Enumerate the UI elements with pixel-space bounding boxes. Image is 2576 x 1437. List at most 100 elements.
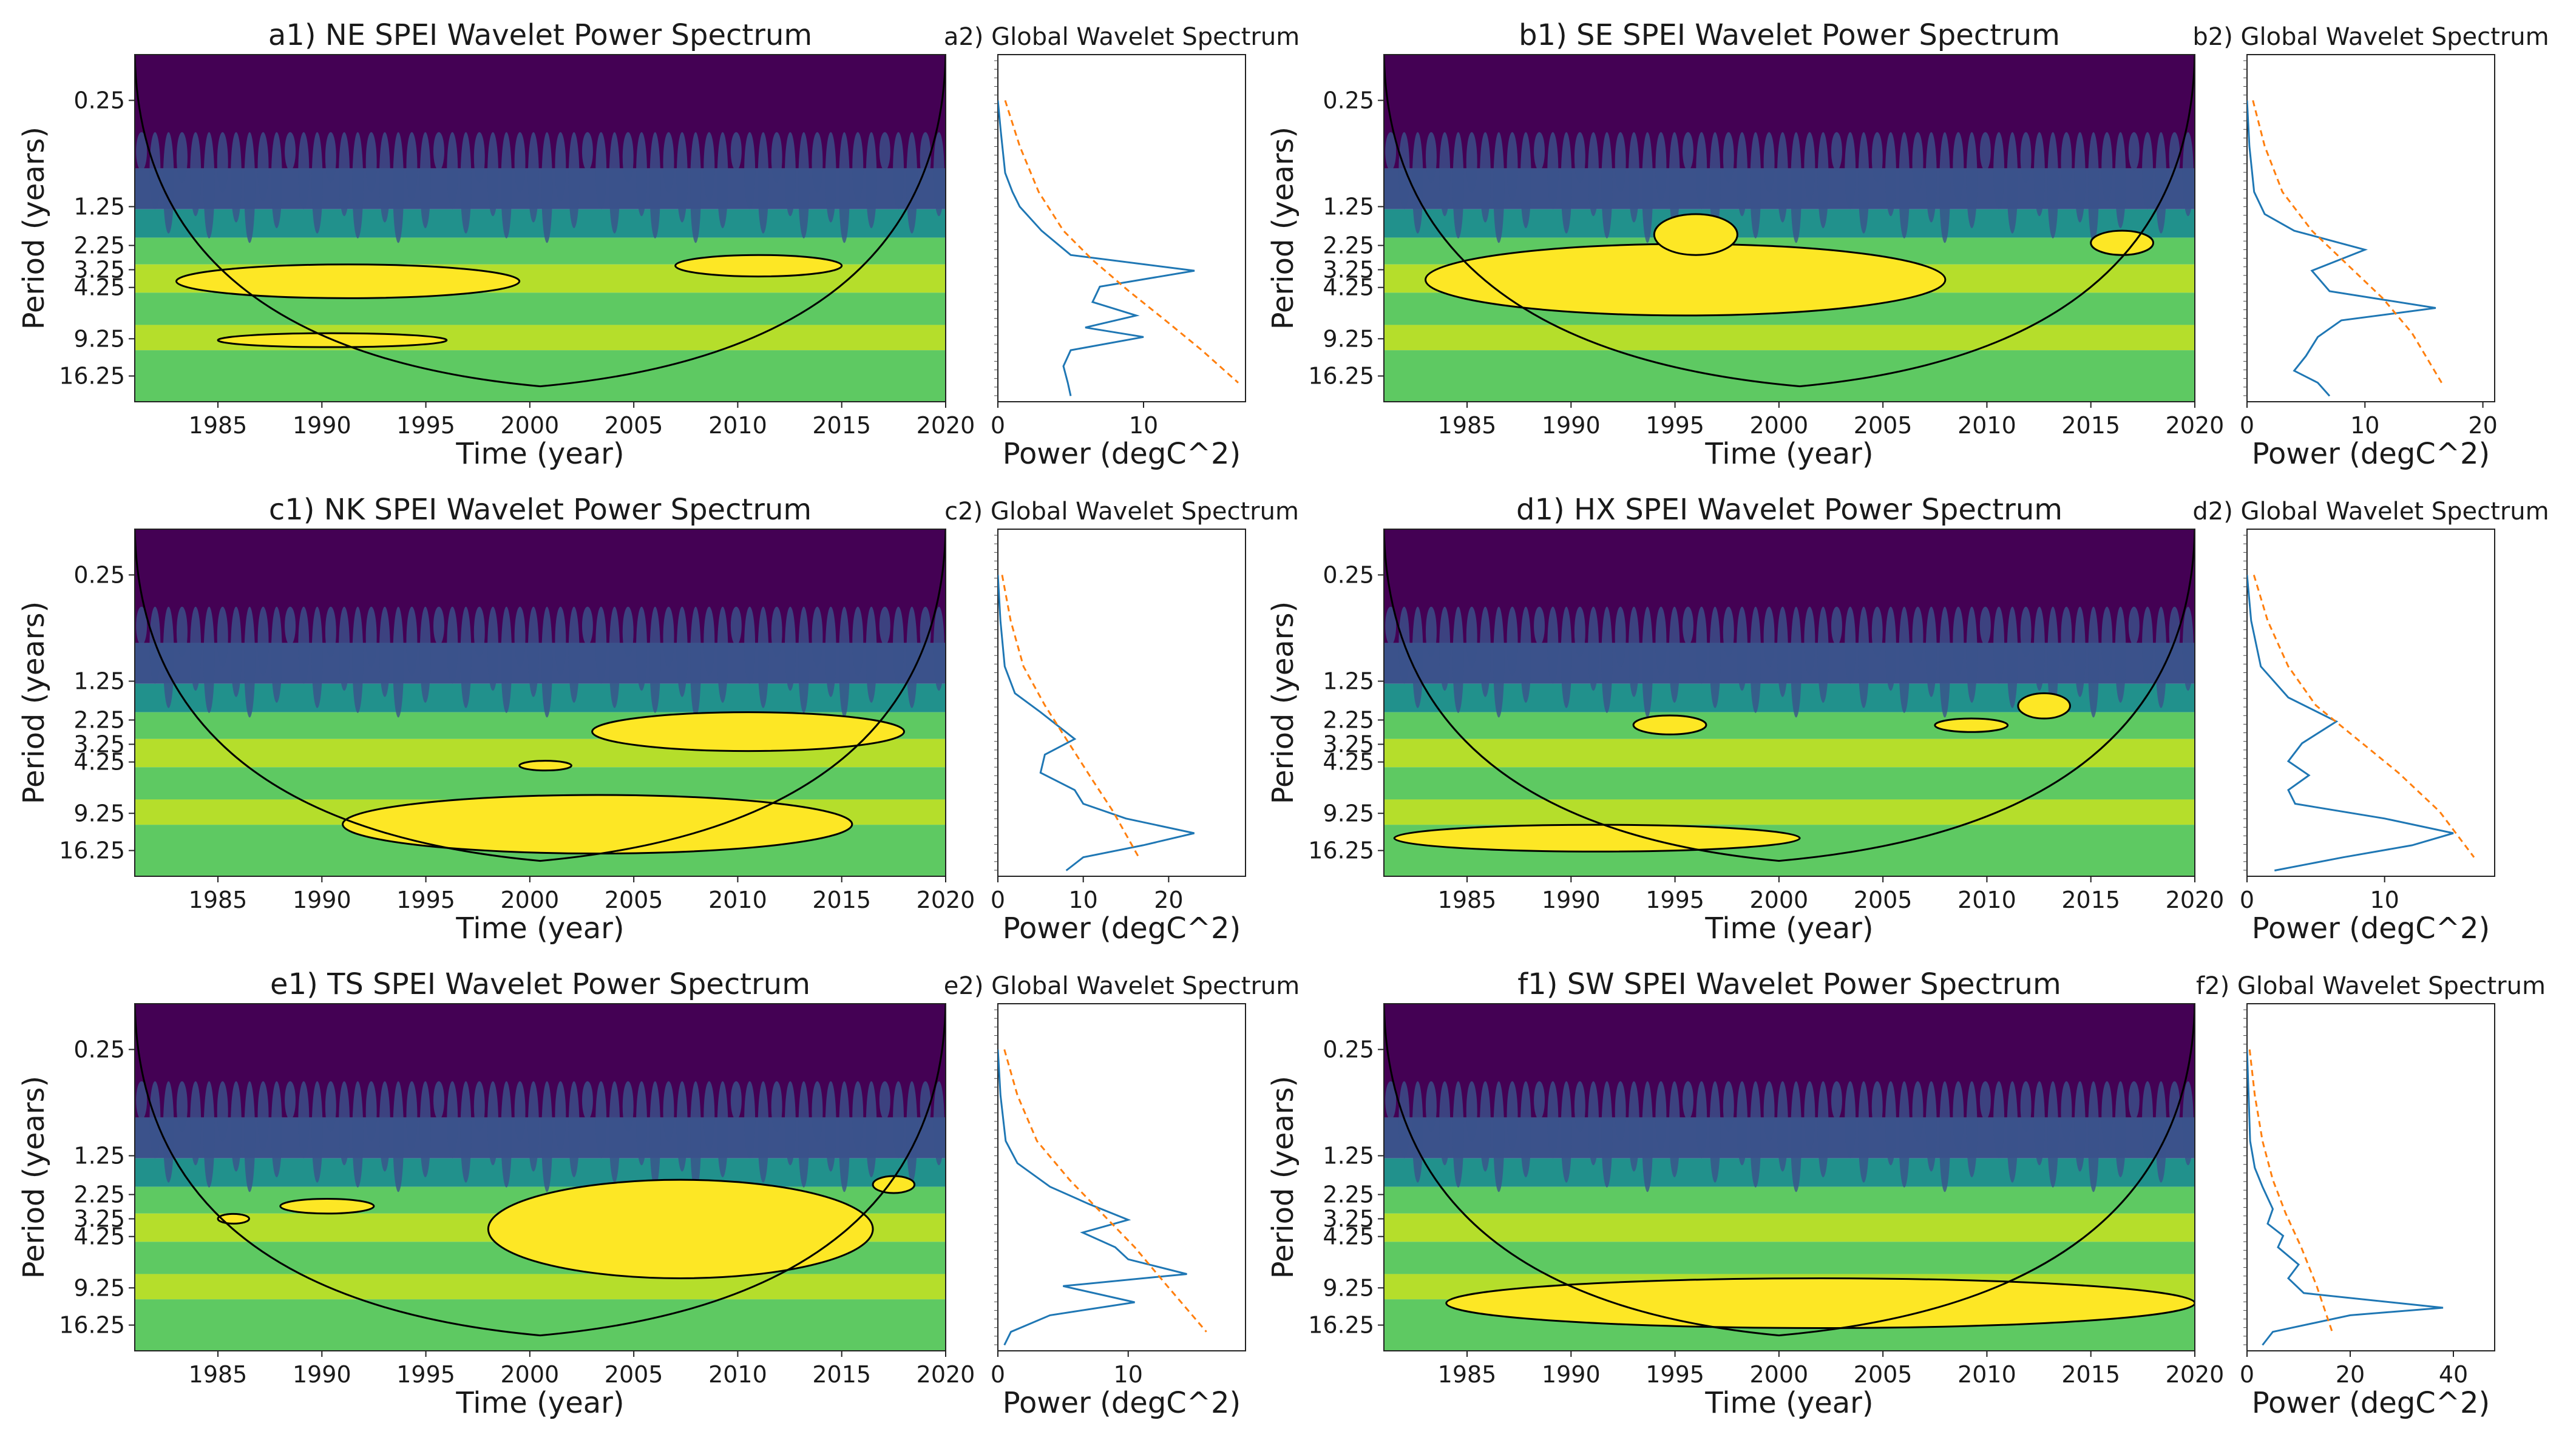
power-streak xyxy=(1939,606,1951,718)
power-streak xyxy=(1939,132,1951,243)
power-streak xyxy=(609,132,620,234)
global-x-axis-label: Power (degC^2) xyxy=(2252,911,2490,945)
power-streak xyxy=(541,606,553,718)
power-streak xyxy=(2142,1081,2154,1158)
power-band xyxy=(135,683,946,712)
power-streak xyxy=(2115,606,2126,703)
power-band xyxy=(1384,799,2195,825)
power-streak xyxy=(690,606,702,718)
power-streak xyxy=(1669,132,1680,229)
y-tick-label: 2.25 xyxy=(73,706,125,733)
power-streak xyxy=(636,606,647,691)
power-streak xyxy=(744,606,756,684)
x-tick-label: 1985 xyxy=(1438,1361,1497,1388)
power-streak xyxy=(285,1081,296,1120)
global-frame xyxy=(997,1003,1246,1351)
power-band xyxy=(1384,683,2195,712)
significance-contour xyxy=(1934,717,2009,733)
x-tick-label: 1995 xyxy=(396,1361,455,1388)
significance-contour xyxy=(217,1212,250,1225)
global-frame xyxy=(2246,54,2495,402)
y-axis-label: Period (years) xyxy=(1266,601,1300,804)
x-tick-label: 2000 xyxy=(501,412,560,439)
cone-of-influence xyxy=(1384,1004,2195,1337)
power-streak xyxy=(1750,606,1761,713)
power-streak xyxy=(136,606,147,645)
power-streak xyxy=(2007,1081,2018,1183)
panel-title: a1) NE SPEI Wavelet Power Spectrum xyxy=(268,18,812,52)
power-band xyxy=(135,1004,946,1118)
power-streak xyxy=(1493,132,1505,243)
power-streak xyxy=(2007,606,2018,708)
power-streak xyxy=(784,1081,796,1166)
power-streak xyxy=(1439,606,1451,691)
significance-contour xyxy=(518,760,572,772)
power-streak xyxy=(1385,606,1397,645)
power-streak xyxy=(231,606,242,697)
power-streak xyxy=(798,1081,810,1188)
power-streak xyxy=(1601,132,1613,238)
power-streak xyxy=(1709,606,1721,708)
power-streak xyxy=(555,132,566,201)
global-title: c2) Global Wavelet Spectrum xyxy=(944,498,1299,526)
power-streak xyxy=(1899,132,1910,238)
power-streak xyxy=(527,132,539,223)
power-streak xyxy=(893,1081,904,1158)
power-streak xyxy=(244,1081,256,1192)
power-streak xyxy=(1723,606,1734,657)
power-streak xyxy=(271,1081,282,1178)
power-streak xyxy=(487,606,499,691)
power-streak xyxy=(1723,132,1734,183)
power-streak xyxy=(217,606,228,668)
panel-a: a1) NE SPEI Wavelet Power Spectrum 1985 19… xyxy=(17,18,1300,471)
power-streak xyxy=(555,606,566,676)
power-streak xyxy=(1953,606,1964,676)
power-streak xyxy=(1493,606,1505,718)
y-tick-label: 9.25 xyxy=(73,325,125,352)
power-streak xyxy=(1939,1081,1951,1192)
power-streak xyxy=(2047,1081,2059,1188)
power-streak xyxy=(2007,132,2018,234)
power-streak xyxy=(190,606,202,691)
power-streak xyxy=(1953,1081,1964,1151)
power-streak xyxy=(352,132,364,238)
power-streak xyxy=(433,606,444,645)
power-streak xyxy=(744,1081,756,1158)
power-streak xyxy=(920,132,931,183)
power-streak xyxy=(1520,606,1531,703)
x-tick-label: 2020 xyxy=(917,412,975,439)
y-tick-label: 3.25 xyxy=(73,1205,125,1232)
power-streak xyxy=(1547,1081,1559,1158)
power-streak xyxy=(839,132,850,243)
power-streak xyxy=(1831,606,1842,645)
power-streak xyxy=(2088,1081,2099,1192)
power-streak xyxy=(2169,132,2180,183)
power-streak xyxy=(136,132,147,171)
heatmap-frame xyxy=(134,54,946,402)
x-tick-label: 2010 xyxy=(1957,887,2016,913)
x-tick-label: 1985 xyxy=(189,1361,248,1388)
power-streak xyxy=(514,132,526,193)
power-streak xyxy=(622,132,634,183)
x-tick-label: 2005 xyxy=(605,1361,663,1388)
wavelet-power-map xyxy=(135,1004,946,1351)
power-streak xyxy=(1750,1081,1761,1188)
power-streak xyxy=(1601,606,1613,713)
power-streak xyxy=(866,1081,877,1178)
y-tick-label: 0.25 xyxy=(1323,1036,1374,1063)
global-significance-line xyxy=(1001,575,1140,858)
power-streak xyxy=(933,1081,944,1166)
power-streak xyxy=(852,132,864,201)
power-streak xyxy=(406,606,418,676)
power-streak xyxy=(2155,132,2167,234)
power-streak xyxy=(1763,606,1775,668)
wavelet-power-map xyxy=(1384,529,2195,876)
power-streak xyxy=(866,132,877,229)
power-streak xyxy=(1642,132,1653,243)
y-tick-label: 3.25 xyxy=(73,731,125,757)
power-streak xyxy=(1966,1081,1978,1178)
y-tick-label: 9.25 xyxy=(1323,1274,1374,1301)
power-streak xyxy=(1615,1081,1626,1142)
global-x-tick-label: 20 xyxy=(2468,412,2497,439)
